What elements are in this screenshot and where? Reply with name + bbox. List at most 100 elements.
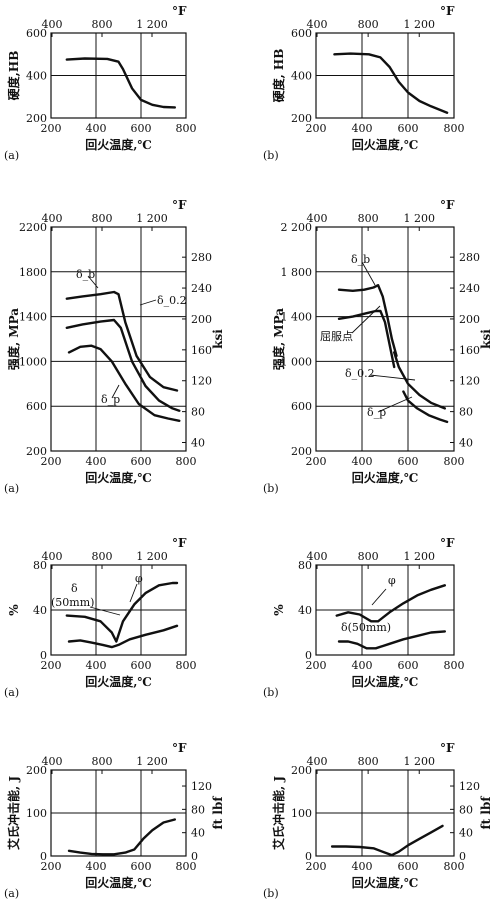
- y-tick-label: 0: [40, 850, 47, 863]
- series-annotation: δ_p: [101, 393, 120, 406]
- top-tick-label: 800: [92, 18, 113, 31]
- top-tick-label: 400: [42, 755, 63, 768]
- top-axis-unit: °F: [440, 741, 455, 755]
- y2-tick-label: 80: [459, 406, 473, 419]
- panel-label: (b): [263, 887, 279, 900]
- y2-tick-label: 200: [191, 313, 212, 326]
- x-tick-label: 800: [444, 122, 465, 135]
- top-tick-label: 800: [358, 18, 379, 31]
- y2-tick-label: 40: [459, 827, 473, 840]
- top-tick-label: 400: [307, 755, 328, 768]
- y2-tick-label: 240: [191, 282, 212, 295]
- x-tick-label: 600: [398, 122, 419, 135]
- annotation-leader: [139, 299, 157, 306]
- x-tick-label: 400: [86, 860, 107, 873]
- top-tick-label: 1 200: [403, 550, 435, 563]
- x-tick-label: 600: [131, 659, 152, 672]
- x-tick-label: 600: [131, 122, 152, 135]
- series-line: [330, 824, 444, 857]
- top-tick-label: 400: [307, 212, 328, 225]
- top-axis-unit: °F: [172, 741, 187, 755]
- annotation-leader: [129, 583, 138, 603]
- x-tick-label: 400: [352, 860, 373, 873]
- y2-tick-label: 80: [191, 406, 205, 419]
- y-axis-title: %: [272, 604, 286, 616]
- panel-label: (a): [4, 149, 19, 162]
- series-annotation: 屈服点: [320, 330, 353, 343]
- y2-tick-label: 160: [459, 344, 480, 357]
- top-axis-unit: °F: [172, 4, 187, 18]
- y-tick-label: 80: [33, 559, 47, 572]
- y-tick-label: 100: [26, 807, 47, 820]
- x-tick-label: 200: [41, 860, 62, 873]
- annotation-leader: [89, 606, 121, 616]
- x-tick-label: 800: [444, 659, 465, 672]
- top-tick-label: 800: [92, 550, 113, 563]
- x-tick-label: 200: [306, 860, 327, 873]
- x-tick-label: 400: [86, 455, 107, 468]
- y-axis-title: 硬度, HB: [271, 49, 286, 103]
- series-line: [65, 57, 176, 109]
- series-annotation: δ_0.2: [345, 367, 375, 380]
- annotation-leader: [351, 305, 381, 334]
- top-tick-label: 800: [92, 755, 113, 768]
- x-axis-title: 回火温度,℃: [85, 137, 152, 152]
- series-annotation: δ_0.2: [157, 294, 187, 307]
- panel-label: (b): [263, 686, 279, 699]
- x-axis-title: 回火温度,℃: [352, 137, 419, 152]
- y2-tick-label: 280: [191, 251, 212, 264]
- annotation-leader: [87, 275, 99, 289]
- series-line: [337, 284, 398, 357]
- top-tick-label: 1 200: [136, 18, 168, 31]
- y-tick-label: 600: [26, 400, 47, 413]
- y-axis-title: 硬度,HB: [6, 51, 21, 101]
- series-line: [337, 630, 446, 650]
- y-tick-label: 400: [291, 70, 312, 83]
- top-tick-label: 800: [358, 212, 379, 225]
- series-line: [65, 290, 179, 392]
- y2-tick-label: 280: [459, 251, 480, 264]
- top-tick-label: 400: [42, 550, 63, 563]
- top-axis-unit: °F: [440, 536, 455, 550]
- y2-tick-label: 40: [191, 827, 205, 840]
- top-axis-unit: °F: [172, 198, 187, 212]
- series-line: [67, 818, 176, 856]
- y2-tick-label: 80: [191, 803, 205, 816]
- y-tick-label: 400: [26, 70, 47, 83]
- y-tick-label: 40: [33, 604, 47, 617]
- top-axis-unit: °F: [440, 198, 455, 212]
- top-tick-label: 400: [307, 18, 328, 31]
- x-tick-label: 400: [352, 122, 373, 135]
- x-axis-title: 回火温度,℃: [352, 470, 419, 485]
- x-tick-label: 200: [41, 455, 62, 468]
- series-line: [333, 52, 449, 114]
- top-tick-label: 1 200: [403, 212, 435, 225]
- y-tick-label: 1 400: [281, 311, 313, 324]
- series-annotation: (50mm): [51, 596, 94, 609]
- series-annotation: δ_b: [351, 253, 370, 266]
- top-tick-label: 1 200: [403, 18, 435, 31]
- y2-axis-title: ft lbf: [479, 796, 493, 830]
- y2-tick-label: 40: [191, 437, 205, 450]
- annotation-leader: [371, 588, 387, 606]
- top-axis-unit: °F: [172, 536, 187, 550]
- series-line: [393, 351, 446, 410]
- panel-label: (a): [4, 686, 19, 699]
- y-tick-label: 0: [305, 649, 312, 662]
- y-tick-label: 200: [26, 112, 47, 125]
- y-tick-label: 1 000: [281, 355, 313, 368]
- y2-tick-label: 120: [459, 780, 480, 793]
- top-tick-label: 1 200: [136, 212, 168, 225]
- y-tick-label: 100: [291, 807, 312, 820]
- y-tick-label: 200: [291, 445, 312, 458]
- y-tick-label: 200: [26, 764, 47, 777]
- y-axis-title: 强度, MPa: [6, 308, 21, 370]
- x-tick-label: 200: [306, 122, 327, 135]
- series-annotation: φ: [388, 574, 396, 587]
